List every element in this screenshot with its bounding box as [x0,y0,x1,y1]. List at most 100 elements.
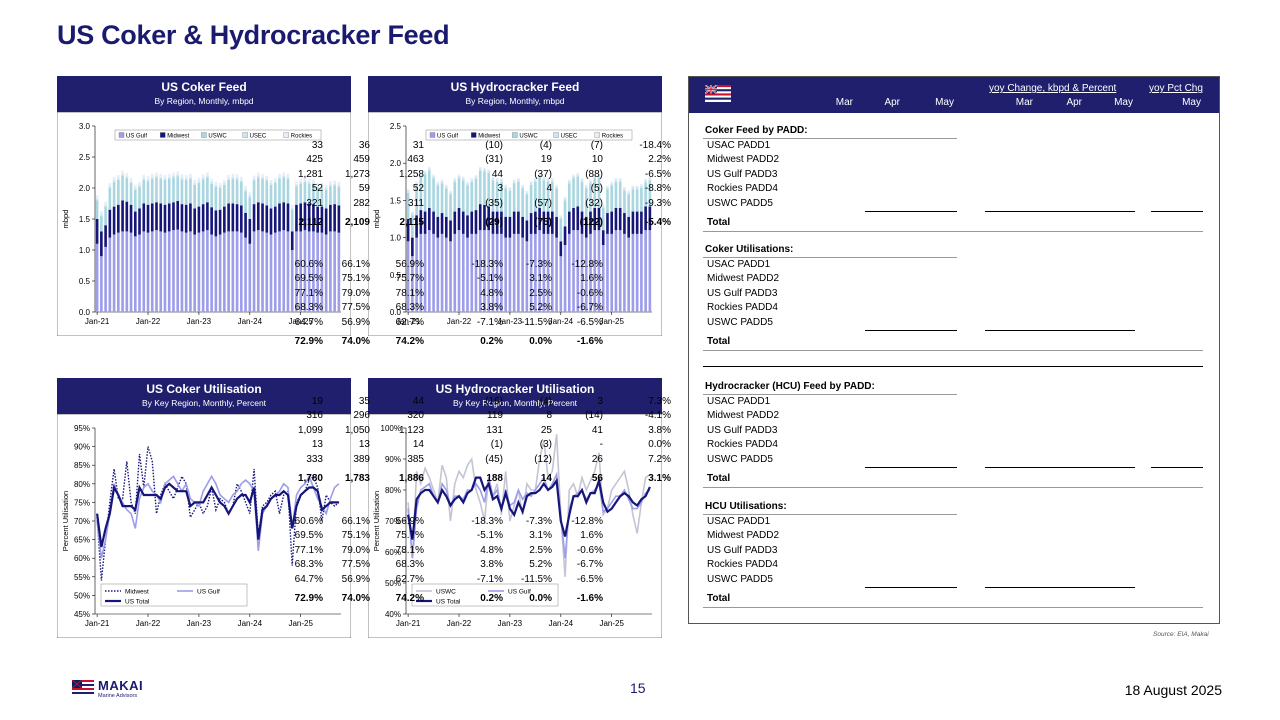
bar-segment [627,237,630,312]
y-tick-label: 1.0 [79,246,91,255]
bar-segment [167,178,171,204]
total-value: (122) [579,216,603,228]
bar-segment [193,234,196,312]
chart-header: US Hydrocracker Feed By Region, Monthly,… [368,76,662,112]
bar-segment [449,192,452,195]
bar-segment [333,183,336,186]
cell-value: (7) [590,139,603,151]
cell-value: (1) [490,439,503,451]
bar-segment [95,219,99,244]
cell-value: 56.9% [395,515,424,527]
bar-segment [640,187,643,212]
cell-value: 56.9% [341,317,370,328]
bar-segment [631,189,635,212]
bar-segment [150,173,154,177]
y-tick-label: 2.5 [390,122,402,131]
bar-segment [312,231,315,312]
coker-util-chart: 45% 50% 55% 60% 65% 70% 75% 80% 85% 90% 95% Percent… [57,414,351,638]
bar-segment [146,176,150,180]
total-value: 74.0% [341,335,370,347]
bar-segment [534,211,537,234]
row-label: USWC PADD5 [707,317,773,328]
y-tick-label: 1.5 [79,215,91,224]
bar-segment [601,230,605,246]
total-label: Total [707,216,731,228]
cell-value: 52 [412,183,424,195]
cell-value: -5.1% [476,273,503,285]
cell-value: -7.3% [525,258,552,270]
bar-segment [474,175,478,177]
bar-segment [320,183,324,187]
legend-swatch [283,132,289,138]
divider [985,466,1135,468]
divider [865,329,957,331]
x-tick-label: Jan-25 [288,619,313,628]
y-axis-label: mbpd [61,210,70,229]
cell-value: 1,099 [297,424,323,436]
bar-segment [567,233,571,312]
bar-segment [150,231,154,312]
y-tick-label: 0.0 [79,308,91,317]
bar-segment [117,174,120,179]
bar-segment [333,204,336,232]
y-tick-label: 55% [74,573,90,582]
bar-segment [538,172,541,175]
bar-segment [104,225,107,247]
cell-value: 10 [591,154,603,166]
bar-segment [567,183,571,212]
cell-value: 56.9% [395,258,424,270]
bar-segment [218,234,222,312]
bar-segment [269,183,273,185]
cell-value: 78.1% [395,287,424,299]
x-tick-label: Jan-25 [288,317,313,326]
section-title: Coker Utilisations: [705,244,794,255]
legend-swatch [594,132,600,138]
bar-segment [423,170,427,173]
bar-segment [419,172,423,175]
y-tick-label: 1.0 [390,234,402,243]
legend-label: Midwest [478,134,500,140]
bar-segment [299,203,303,232]
bar-segment [563,226,567,246]
cell-value: 316 [306,410,323,422]
bar-segment [542,178,546,181]
source-note: Source: EIA, Makai [1153,631,1209,638]
bar-segment [529,184,533,214]
bar-segment [307,203,311,232]
bar-segment [640,211,643,234]
bar-segment [457,178,461,208]
series-line [407,476,651,540]
bar-segment [584,216,588,238]
bar-segment [172,202,175,231]
bar-segment [415,237,418,312]
bar-segment [623,187,626,189]
bar-segment [184,232,188,312]
divider [703,487,1203,489]
bar-segment [428,207,431,231]
x-tick-label: Jan-21 [85,619,110,628]
bar-segment [282,177,286,203]
bar-segment [117,232,120,312]
bar-segment [324,188,328,190]
y-tick-label: 90% [385,455,401,464]
cell-value: -12.8% [571,258,603,270]
bar-segment [104,246,107,312]
bar-segment [172,230,175,312]
bar-segment [597,207,601,231]
cell-value: -0.6% [576,544,603,556]
bar-segment [223,206,226,233]
bar-segment [129,178,133,182]
bar-segment [428,230,431,312]
bar-segment [167,176,171,179]
bar-segment [333,231,336,312]
row-label: USAC PADD1 [707,395,771,407]
bar-segment [614,181,618,208]
bar-segment [500,181,503,212]
bar-segment [269,184,273,209]
total-value: -1.6% [576,592,603,604]
row-label: Midwest PADD2 [707,273,780,285]
cell-value: 69.5% [294,273,323,285]
row-label: US Gulf PADD3 [707,287,778,299]
bar-segment [483,204,486,231]
bar-segment [415,215,418,238]
